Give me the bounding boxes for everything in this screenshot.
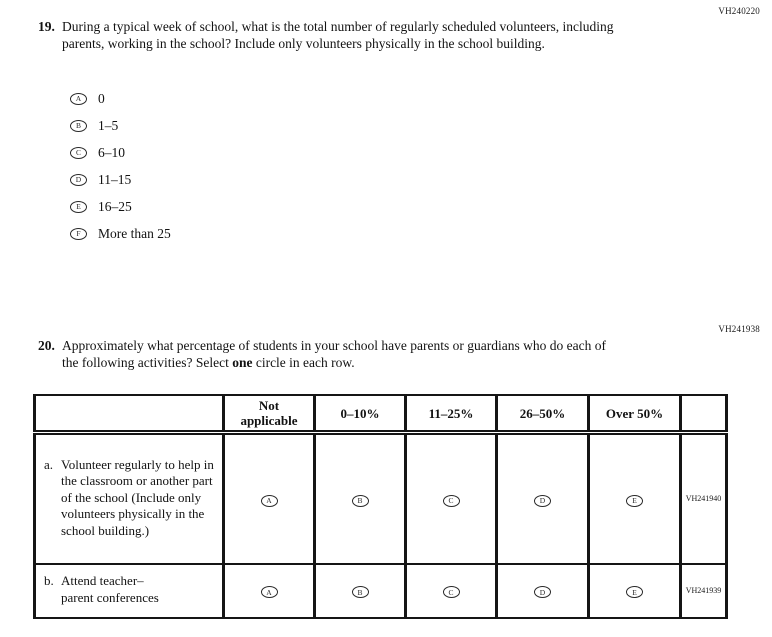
row-b-cell-0-10[interactable]: B: [313, 562, 407, 618]
row-b-cell-26-50[interactable]: D: [495, 562, 590, 618]
row-a-cell-over-50[interactable]: E: [587, 432, 682, 564]
accession-code-q19: VH240220: [718, 6, 760, 16]
row-a-cell-26-50[interactable]: D: [495, 432, 590, 564]
answer-bubble-a[interactable]: A: [70, 92, 87, 105]
table-row-a: a. Volunteer regularly to help in the cl…: [33, 432, 728, 564]
answer-bubble-e[interactable]: E: [70, 200, 87, 213]
question-19-text: During a typical week of school, what is…: [62, 19, 614, 51]
q19-option-e[interactable]: E 16–25: [70, 193, 171, 220]
question-20-text: Approximately what percentage of student…: [62, 337, 622, 371]
question-19-options: A 0 B 1–5 C 6–10 D 11–15 E 16–25 F More …: [70, 85, 171, 247]
row-a-label: Volunteer regularly to help in the class…: [61, 456, 214, 538]
row-b-cell-over-50[interactable]: E: [587, 562, 682, 618]
q19-option-f[interactable]: F More than 25: [70, 220, 171, 247]
row-a-marker: a.: [44, 456, 54, 472]
row-a-cell-not-applicable[interactable]: A: [222, 432, 316, 564]
answer-bubble-b[interactable]: B: [70, 119, 87, 132]
table-row-b: b. Attend teacher–parent conferences A B…: [33, 562, 728, 618]
q19-option-c[interactable]: C 6–10: [70, 139, 171, 166]
accession-code-q20: VH241938: [718, 324, 760, 334]
option-label: More than 25: [98, 225, 171, 241]
row-b-marker: b.: [44, 573, 54, 588]
answer-bubble-e[interactable]: E: [626, 586, 643, 599]
q19-option-a[interactable]: A 0: [70, 85, 171, 112]
answer-bubble-f[interactable]: F: [70, 227, 87, 240]
answer-bubble-a[interactable]: A: [260, 586, 278, 599]
header-26-50: 26–50%: [495, 395, 590, 435]
answer-bubble-b[interactable]: B: [351, 494, 369, 507]
q20-answer-grid: Not applicable 0–10% 11–25% 26–50% Over …: [33, 394, 728, 619]
grid-header-row: Not applicable 0–10% 11–25% 26–50% Over …: [33, 395, 728, 435]
header-11-25: 11–25%: [404, 395, 498, 435]
answer-bubble-c[interactable]: C: [70, 146, 87, 159]
question-20: 20. Approximately what percentage of stu…: [38, 337, 648, 371]
q20-text-end: circle in each row.: [252, 355, 355, 370]
option-label: 16–25: [98, 198, 132, 214]
row-a-label-cell: a. Volunteer regularly to help in the cl…: [33, 432, 225, 564]
option-label: 1–5: [98, 117, 119, 133]
header-not-applicable: Not applicable: [222, 395, 316, 435]
question-19: 19. During a typical week of school, wha…: [38, 18, 638, 52]
row-b-label-cell: b. Attend teacher–parent conferences: [33, 562, 225, 618]
answer-bubble-c[interactable]: C: [442, 494, 460, 507]
option-label: 11–15: [98, 171, 132, 187]
answer-bubble-d[interactable]: D: [70, 173, 87, 186]
answer-bubble-d[interactable]: D: [534, 494, 551, 507]
header-0-10: 0–10%: [313, 395, 407, 435]
row-a-cell-0-10[interactable]: B: [313, 432, 407, 564]
row-a-cell-11-25[interactable]: C: [404, 432, 498, 564]
answer-bubble-c[interactable]: C: [442, 586, 460, 599]
answer-bubble-e[interactable]: E: [626, 494, 643, 507]
option-label: 6–10: [98, 144, 125, 160]
q19-option-d[interactable]: D 11–15: [70, 166, 171, 193]
answer-bubble-d[interactable]: D: [534, 586, 551, 599]
question-20-number: 20.: [38, 338, 55, 353]
header-row-labels: [33, 395, 225, 435]
answer-bubble-a[interactable]: A: [260, 494, 278, 507]
q20-text-start: Approximately what percentage of student…: [62, 338, 606, 370]
header-over-50: Over 50%: [587, 395, 682, 435]
question-19-number: 19.: [38, 19, 55, 34]
q20-bold-word: one: [232, 355, 253, 370]
row-b-cell-11-25[interactable]: C: [404, 562, 498, 618]
row-b-cell-not-applicable[interactable]: A: [222, 562, 316, 618]
option-label: 0: [98, 90, 105, 106]
answer-bubble-b[interactable]: B: [351, 586, 369, 599]
row-b-label: Attend teacher–parent conferences: [61, 573, 159, 605]
row-b-accession-code: VH241939: [679, 562, 728, 618]
row-a-accession-code: VH241940: [679, 432, 728, 564]
header-code-column: [679, 395, 728, 435]
q19-option-b[interactable]: B 1–5: [70, 112, 171, 139]
